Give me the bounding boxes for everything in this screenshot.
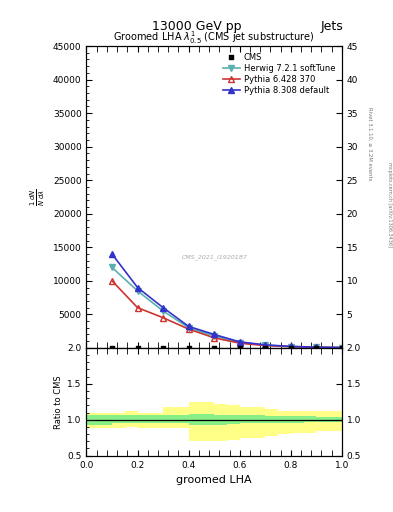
Herwig 7.2.1 softTune [314,344,319,350]
Herwig 7.2.1 softTune [135,288,140,294]
Herwig 7.2.1 softTune [212,333,217,339]
Pythia 6.428 370 [110,278,114,284]
Pythia 8.308 default [186,324,191,330]
CMS [160,344,166,352]
CMS [288,344,294,352]
CMS [134,344,141,352]
Pythia 6.428 370 [314,344,319,350]
Pythia 8.308 default [110,251,114,257]
Herwig 7.2.1 softTune [237,339,242,346]
CMS [339,344,345,352]
Pythia 8.308 default [340,345,344,351]
CMS [237,344,243,352]
Pythia 6.428 370 [212,335,217,341]
Pythia 8.308 default [288,344,293,350]
Pythia 8.308 default [135,285,140,291]
Pythia 6.428 370 [161,315,165,321]
Herwig 7.2.1 softTune [263,342,268,348]
Herwig 7.2.1 softTune [186,325,191,331]
Pythia 6.428 370 [340,345,344,351]
Pythia 8.308 default [212,331,217,337]
Text: Rivet 3.1.10, ≥ 3.2M events: Rivet 3.1.10, ≥ 3.2M events [367,106,372,180]
CMS [109,344,115,352]
CMS [313,344,320,352]
Pythia 8.308 default [237,339,242,345]
Line: Herwig 7.2.1 softTune: Herwig 7.2.1 softTune [109,265,345,350]
Y-axis label: Ratio to CMS: Ratio to CMS [54,375,63,429]
Pythia 8.308 default [314,344,319,350]
Pythia 6.428 370 [288,344,293,350]
Text: Jets: Jets [321,20,344,33]
Pythia 8.308 default [161,305,165,311]
Pythia 6.428 370 [186,326,191,332]
Herwig 7.2.1 softTune [340,345,344,351]
Title: Groomed LHA $\lambda^{1}_{0.5}$ (CMS jet substructure): Groomed LHA $\lambda^{1}_{0.5}$ (CMS jet… [114,29,315,46]
Line: Pythia 8.308 default: Pythia 8.308 default [109,251,345,350]
CMS [262,344,268,352]
Herwig 7.2.1 softTune [161,308,165,314]
Text: mcplots.cern.ch [arXiv:1306.3436]: mcplots.cern.ch [arXiv:1306.3436] [387,162,391,247]
CMS [211,344,217,352]
Herwig 7.2.1 softTune [110,264,114,270]
Legend: CMS, Herwig 7.2.1 softTune, Pythia 6.428 370, Pythia 8.308 default: CMS, Herwig 7.2.1 softTune, Pythia 6.428… [220,50,338,97]
X-axis label: groomed LHA: groomed LHA [176,475,252,485]
CMS [185,344,192,352]
Pythia 6.428 370 [135,305,140,311]
Pythia 8.308 default [263,342,268,348]
Pythia 6.428 370 [263,343,268,349]
Pythia 6.428 370 [237,340,242,346]
Y-axis label: $\frac{1}{N}\frac{dN}{d\lambda}$: $\frac{1}{N}\frac{dN}{d\lambda}$ [29,188,47,206]
Herwig 7.2.1 softTune [288,344,293,350]
Line: Pythia 6.428 370: Pythia 6.428 370 [109,278,345,350]
Text: 13000 GeV pp: 13000 GeV pp [152,20,241,33]
Text: CMS_2021_I1920187: CMS_2021_I1920187 [181,254,247,260]
